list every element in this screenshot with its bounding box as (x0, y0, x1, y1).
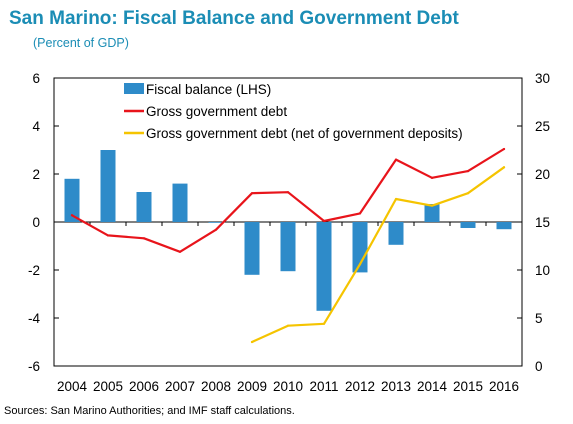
bar-fiscal-balance (244, 222, 260, 275)
legend-label: Gross government debt (146, 104, 287, 119)
point-gross-debt (106, 234, 110, 237)
point-net-debt (286, 324, 290, 327)
y-right-tick-label: 20 (535, 167, 550, 182)
line-net-debt (250, 166, 506, 344)
y-left-tick-label: -4 (28, 311, 40, 326)
bar-fiscal-balance (316, 222, 332, 311)
y-right-tick-label: 10 (535, 263, 550, 278)
y-left-tick-label: 6 (32, 71, 40, 86)
x-tick-label: 2010 (273, 379, 303, 394)
point-gross-debt (466, 170, 470, 173)
y-left-tick-label: -2 (28, 263, 40, 278)
bar-fiscal-balance (280, 222, 296, 272)
y-right-tick-label: 25 (535, 119, 550, 134)
legend-label: Gross government debt (net of government… (146, 126, 463, 141)
bar-fiscal-balance (100, 150, 116, 222)
x-tick-label: 2006 (129, 379, 159, 394)
y-left-tick-label: 2 (32, 167, 40, 182)
legend-label: Fiscal balance (LHS) (146, 82, 271, 97)
point-gross-debt (358, 212, 362, 215)
chart-subtitle: (Percent of GDP) (33, 36, 129, 50)
x-tick-label: 2007 (165, 379, 195, 394)
bar-fiscal-balance (64, 178, 80, 222)
point-net-debt (250, 340, 254, 344)
y-left-tick-label: -6 (28, 359, 40, 374)
y-left-tick-label: 4 (32, 119, 40, 134)
point-gross-debt (142, 237, 146, 240)
point-net-debt (466, 192, 470, 195)
point-net-debt (430, 204, 434, 207)
point-net-debt (358, 263, 362, 266)
y-right-tick-label: 30 (535, 71, 550, 86)
chart-source: Sources: San Marino Authorities; and IMF… (4, 405, 295, 417)
bar-fiscal-balance (496, 222, 512, 230)
point-gross-debt (430, 176, 434, 179)
point-gross-debt (286, 191, 290, 194)
point-gross-debt (394, 158, 398, 161)
bar-fiscal-balance (424, 204, 440, 222)
point-net-debt (322, 322, 326, 325)
x-tick-label: 2015 (453, 379, 483, 394)
x-tick-label: 2013 (381, 379, 411, 394)
x-tick-label: 2012 (345, 379, 375, 394)
bar-fiscal-balance (460, 222, 476, 228)
x-tick-label: 2005 (93, 379, 123, 394)
point-net-debt (394, 197, 398, 201)
bar-fiscal-balance (388, 222, 404, 245)
bar-fiscal-balance (136, 192, 152, 222)
y-right-tick-label: 5 (535, 311, 543, 326)
legend-swatch-fiscal-balance (124, 83, 144, 94)
point-gross-debt (70, 214, 74, 217)
bar-fiscal-balance (352, 222, 368, 273)
y-right-tick-label: 0 (535, 359, 543, 374)
x-tick-label: 2014 (417, 379, 448, 394)
y-left-tick-label: 0 (32, 215, 40, 230)
point-gross-debt (322, 219, 326, 223)
y-right-tick-label: 15 (535, 215, 550, 230)
point-gross-debt (178, 250, 182, 253)
point-gross-debt (502, 147, 506, 151)
point-gross-debt (250, 192, 254, 195)
bar-fiscal-balance (208, 222, 224, 223)
point-gross-debt (214, 228, 218, 231)
x-tick-label: 2016 (489, 379, 519, 394)
x-tick-label: 2011 (309, 379, 338, 394)
x-tick-label: 2009 (237, 379, 267, 394)
x-tick-label: 2004 (57, 379, 88, 394)
chart-title: San Marino: Fiscal Balance and Governmen… (9, 8, 459, 29)
point-net-debt (502, 166, 506, 169)
bar-fiscal-balance (172, 183, 188, 222)
x-tick-label: 2008 (201, 379, 231, 394)
